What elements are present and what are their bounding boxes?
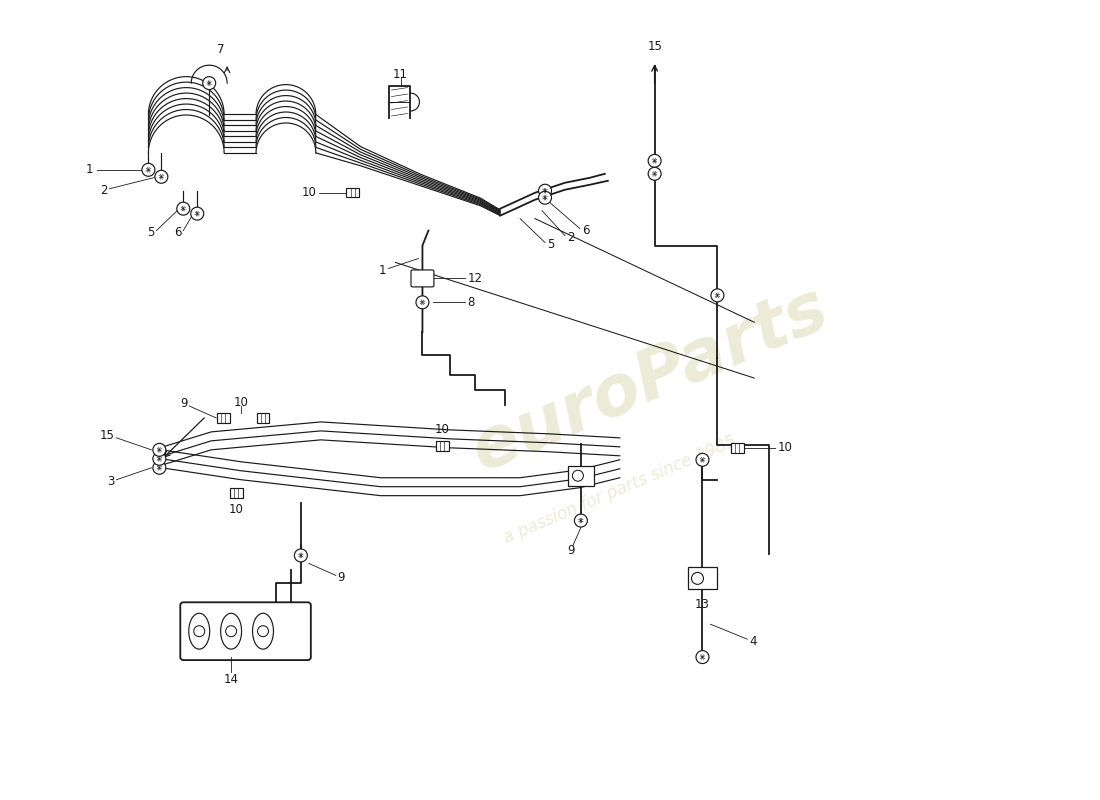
Text: 10: 10: [301, 186, 317, 199]
Circle shape: [177, 202, 190, 215]
Text: 12: 12: [468, 272, 482, 285]
Ellipse shape: [189, 614, 210, 649]
Text: 9: 9: [568, 544, 574, 557]
Circle shape: [226, 626, 236, 637]
Circle shape: [648, 154, 661, 167]
Text: 15: 15: [100, 430, 114, 442]
Text: 1: 1: [379, 264, 386, 277]
Text: 6: 6: [582, 224, 590, 237]
Circle shape: [295, 549, 307, 562]
Text: 1: 1: [86, 163, 94, 176]
FancyBboxPatch shape: [688, 567, 717, 590]
Text: 5: 5: [547, 238, 554, 251]
FancyBboxPatch shape: [568, 466, 594, 486]
Circle shape: [696, 650, 708, 663]
Text: 2: 2: [100, 184, 108, 198]
FancyBboxPatch shape: [230, 488, 243, 498]
Text: 11: 11: [393, 68, 408, 81]
Text: 4: 4: [749, 634, 757, 648]
Circle shape: [539, 191, 551, 204]
Ellipse shape: [253, 614, 274, 649]
Circle shape: [416, 296, 429, 309]
Text: 3: 3: [107, 475, 114, 488]
FancyBboxPatch shape: [256, 413, 270, 423]
Text: 9: 9: [338, 571, 345, 584]
Text: 8: 8: [468, 296, 475, 309]
Text: 6: 6: [174, 226, 182, 239]
Circle shape: [572, 470, 583, 482]
Text: 7: 7: [218, 42, 224, 56]
Circle shape: [574, 514, 587, 527]
Text: 10: 10: [434, 423, 450, 436]
Circle shape: [539, 184, 551, 198]
FancyBboxPatch shape: [346, 188, 360, 198]
FancyBboxPatch shape: [180, 602, 311, 660]
Circle shape: [155, 170, 168, 183]
Circle shape: [142, 163, 155, 176]
Circle shape: [194, 626, 205, 637]
Circle shape: [711, 289, 724, 302]
Circle shape: [153, 462, 166, 474]
FancyBboxPatch shape: [411, 270, 433, 287]
Text: 2: 2: [566, 231, 574, 244]
Ellipse shape: [221, 614, 242, 649]
Text: 15: 15: [647, 40, 662, 53]
Text: 13: 13: [695, 598, 710, 610]
Circle shape: [692, 572, 704, 584]
Text: 10: 10: [233, 397, 249, 410]
FancyBboxPatch shape: [217, 413, 230, 423]
Text: 14: 14: [223, 673, 239, 686]
Circle shape: [257, 626, 268, 637]
Text: a passion for parts since 1985: a passion for parts since 1985: [500, 432, 739, 547]
Text: 10: 10: [778, 442, 792, 454]
Circle shape: [202, 77, 216, 90]
Circle shape: [190, 207, 204, 220]
Circle shape: [696, 454, 708, 466]
Circle shape: [648, 167, 661, 180]
Circle shape: [153, 452, 166, 466]
Text: 9: 9: [179, 398, 187, 410]
Circle shape: [153, 443, 166, 456]
Text: euroParts: euroParts: [461, 275, 838, 486]
FancyBboxPatch shape: [730, 443, 744, 453]
Text: 5: 5: [147, 226, 154, 239]
Text: 10: 10: [229, 503, 243, 516]
FancyBboxPatch shape: [436, 441, 449, 451]
